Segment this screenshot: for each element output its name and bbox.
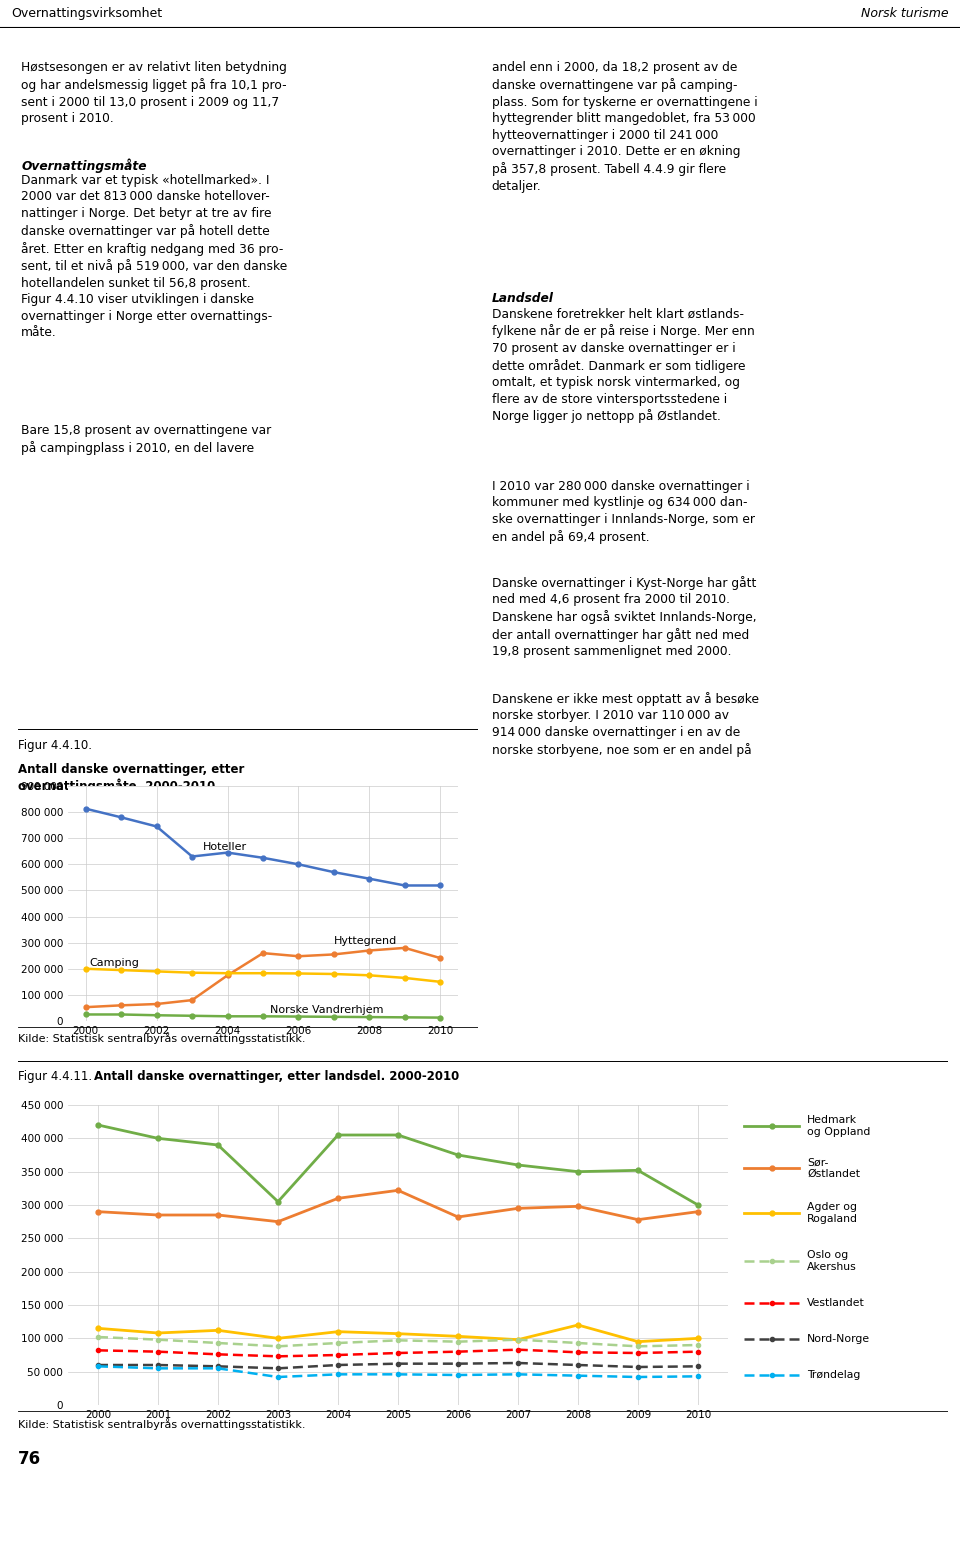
Text: Sør-
Østlandet: Sør- Østlandet [807,1157,860,1179]
Text: Hyttegrend: Hyttegrend [334,936,397,946]
Text: andel enn i 2000, da 18,2 prosent av de
danske overnattingene var på camping-
pl: andel enn i 2000, da 18,2 prosent av de … [492,62,757,193]
Text: Camping: Camping [89,958,139,967]
Text: Oslo og
Akershus: Oslo og Akershus [807,1250,857,1272]
Text: Agder og
Rogaland: Agder og Rogaland [807,1202,858,1224]
Text: Antall danske overnattinger, etter
overnattingsmåte. 2000-2010: Antall danske overnattinger, etter overn… [18,763,245,793]
Text: Hoteller: Hoteller [203,842,247,851]
Text: 76: 76 [18,1451,41,1468]
Text: Danske overnattinger i Kyst-Norge har gått
ned med 4,6 prosent fra 2000 til 2010: Danske overnattinger i Kyst-Norge har gå… [492,576,756,658]
Text: Figur 4.4.10.: Figur 4.4.10. [18,739,96,752]
Text: Kilde: Statistisk sentralbyrås overnattingsstatistikk.: Kilde: Statistisk sentralbyrås overnatti… [18,1032,305,1044]
Text: Danskene foretrekker helt klart østlands-
fylkene når de er på reise i Norge. Me: Danskene foretrekker helt klart østlands… [492,307,755,423]
Text: Overnattingsmåte: Overnattingsmåte [21,159,147,173]
Text: Vestlandet: Vestlandet [807,1298,865,1309]
Text: Nord-Norge: Nord-Norge [807,1333,871,1344]
Text: Høstsesongen er av relativt liten betydning
og har andelsmessig ligget på fra 10: Høstsesongen er av relativt liten betydn… [21,62,287,125]
Text: Overnattingsvirksomhet: Overnattingsvirksomhet [12,8,162,20]
Text: Kilde: Statistisk sentralbyrås overnattingsstatistikk.: Kilde: Statistisk sentralbyrås overnatti… [18,1418,305,1431]
Text: Trøndelag: Trøndelag [807,1370,860,1380]
Text: Antall danske overnattinger, etter landsdel. 2000-2010: Antall danske overnattinger, etter lands… [94,1071,460,1083]
Text: Danmark var et typisk «hotellmarked». I
2000 var det 813 000 danske hotellover-
: Danmark var et typisk «hotellmarked». I … [21,175,287,340]
Text: Norsk turisme: Norsk turisme [861,8,948,20]
Text: Norske Vandrerhjem: Norske Vandrerhjem [270,1006,384,1015]
Text: Landsdel: Landsdel [492,292,554,306]
Text: Danskene er ikke mest opptatt av å besøke
norske storbyer. I 2010 var 110 000 av: Danskene er ikke mest opptatt av å besøk… [492,692,758,757]
Text: I 2010 var 280 000 danske overnattinger i
kommuner med kystlinje og 634 000 dan-: I 2010 var 280 000 danske overnattinger … [492,480,755,544]
Text: Figur 4.4.11.: Figur 4.4.11. [18,1071,96,1083]
Text: Hedmark
og Oppland: Hedmark og Oppland [807,1115,871,1137]
Text: Bare 15,8 prosent av overnattingene var
på campingplass i 2010, en del lavere: Bare 15,8 prosent av overnattingene var … [21,425,272,456]
